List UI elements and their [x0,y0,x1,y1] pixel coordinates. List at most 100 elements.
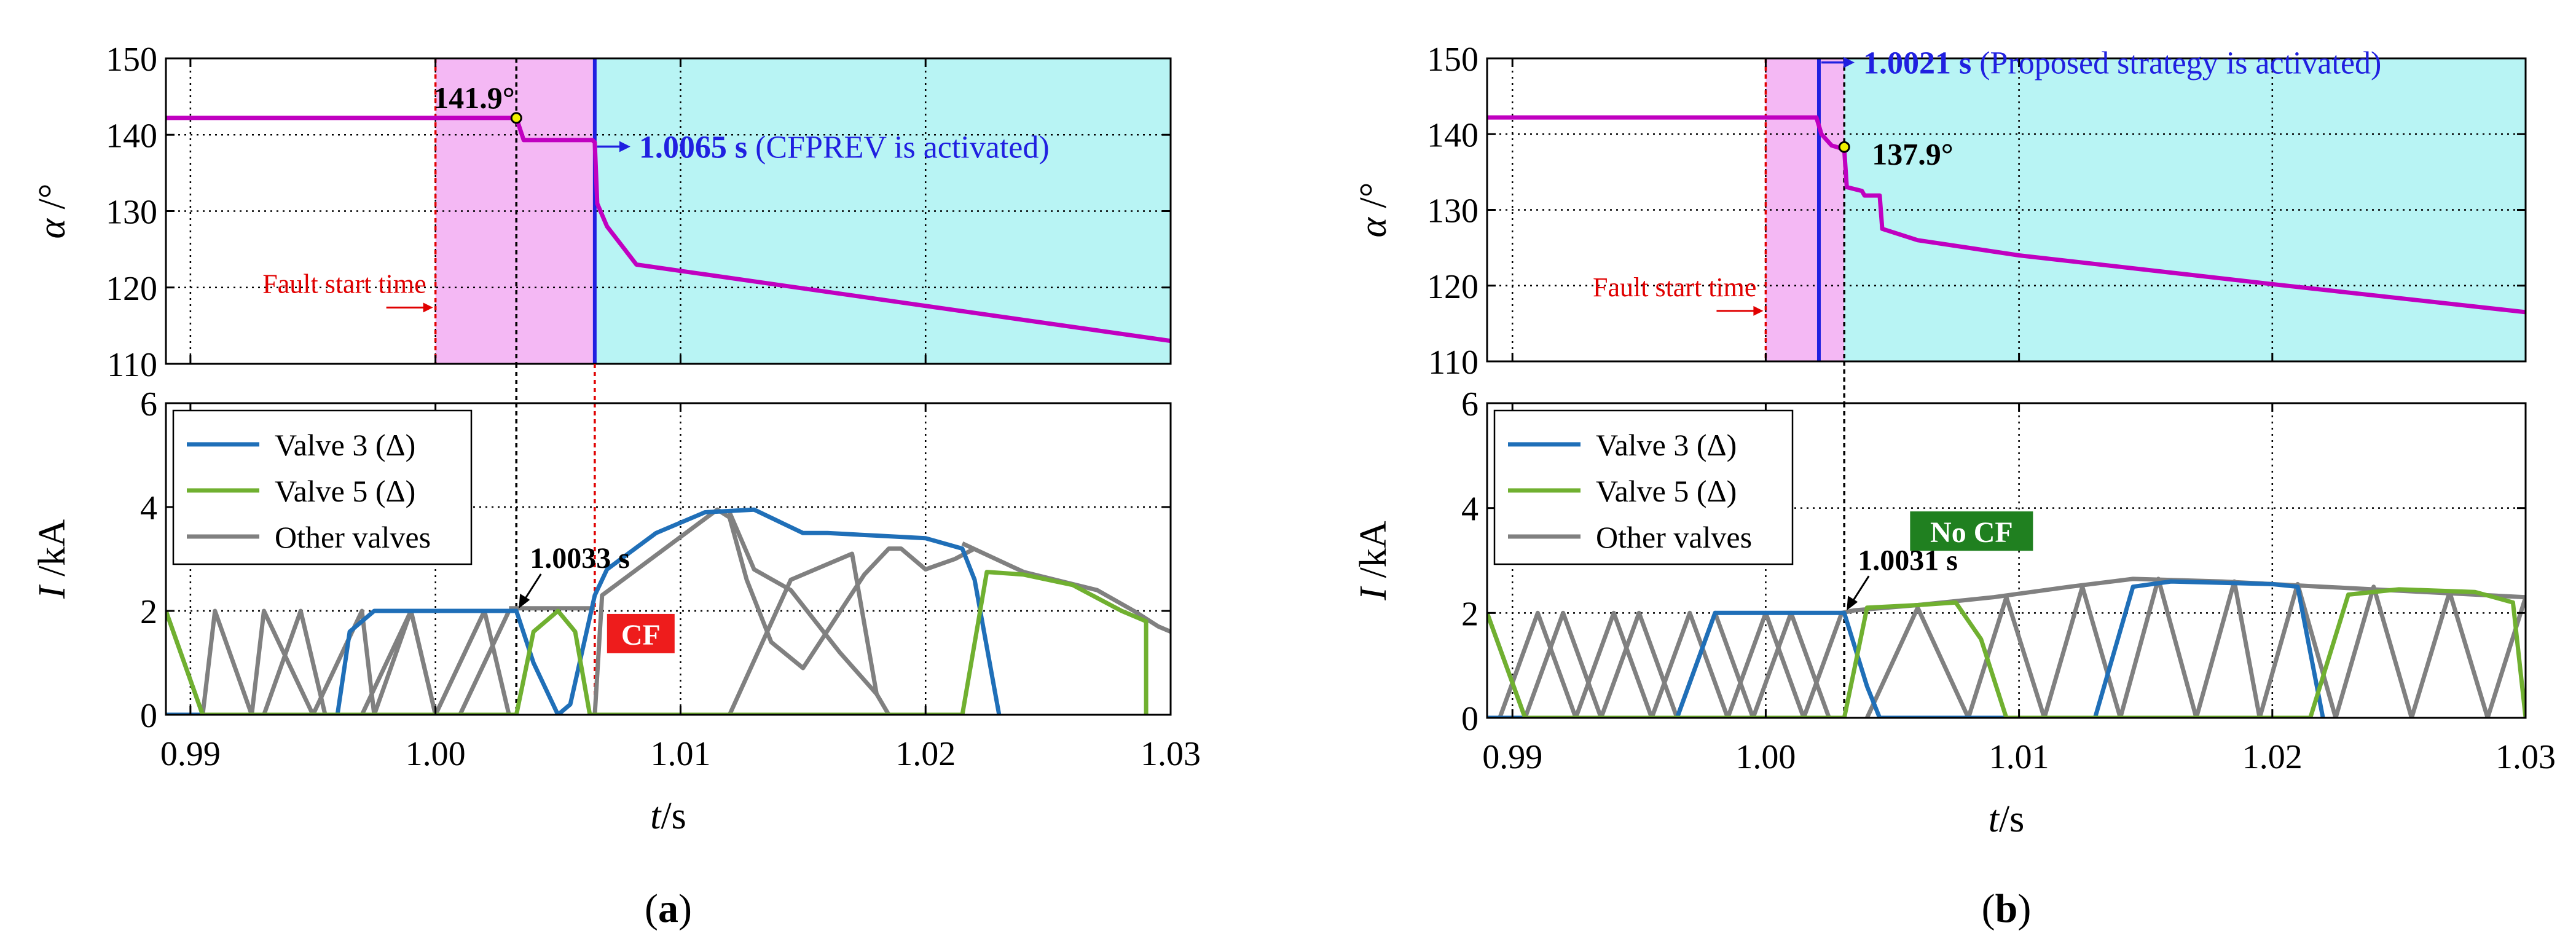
x-tick-label: 1.00 [1735,738,1796,776]
series-line-other-valves [727,511,879,696]
y-axis-label: α /° [31,183,73,238]
y-axis-unit: /kA [31,519,73,586]
subplot-current: 0 2 4 6 I /kA 1.0033 s CF Valve 3 (Δ) Valve 5 (Δ… [31,385,1172,735]
series-line-other-valves [1865,576,2526,718]
x-axis-label: t/s [650,795,686,837]
x-axis-label: t/s [1989,798,2025,840]
series-line-valve-3- [1487,579,2325,718]
panel-label: (a) [645,886,692,931]
fault-arrowhead [1753,305,1764,316]
cf-badge [1910,511,2033,551]
x-axis-symbol: t [650,795,662,837]
y-axis-symbol: α [31,218,73,239]
plot-frame [1486,402,2527,719]
series-line-other-valves [1487,610,1831,718]
data-marker [1838,141,1850,153]
time-label: 1.0033 s [530,542,630,575]
series-line-other-valves [961,541,1171,634]
shaded-region [1844,58,2526,361]
angle-label: 141.9° [433,81,515,115]
legend-entry: Valve 5 (Δ) [275,474,415,508]
activation-label: 1.0065 s (CFPREV is activated) [639,130,1050,165]
time-arrowhead [519,594,530,608]
series-line-other-valves [592,507,976,715]
y-axis-unit: /kA [1353,521,1394,588]
y-tick-label: 120 [106,270,157,308]
series-line-other-valves [178,608,511,715]
legend-entry: Valve 3 (Δ) [1596,428,1737,462]
panel-paren: ( [1982,886,1995,931]
y-tick-label: 150 [106,41,157,79]
data-marker [510,112,522,124]
activation-arrowhead [1843,57,1855,68]
y-axis-symbol: I [31,584,73,599]
legend-entry: Other valves [275,520,431,554]
legend-entry: Other valves [1596,520,1752,554]
panel-label: (b) [1982,886,2032,931]
y-tick-label: 2 [140,593,157,631]
x-axis-unit: /s [661,795,686,837]
series-line-other-valves [728,551,891,715]
panel-paren: ) [2017,886,2031,931]
time-arrowhead [1847,596,1858,611]
series-line-valve-5- [1487,587,2526,718]
y-axis-label: I /kA [31,519,73,599]
x-tick-label: 1.03 [2496,738,2556,776]
panel-letter: a [658,886,678,931]
y-tick-label: 140 [1427,116,1478,154]
legend-entry: Valve 5 (Δ) [1596,474,1737,508]
x-tick-label: 1.01 [650,735,710,773]
y-axis-label: I /kA [1353,521,1394,600]
y-tick-label: 0 [1461,700,1478,738]
y-tick-label: 140 [106,117,157,155]
activation-label: 1.0021 s (Proposed strategy is activated… [1863,46,2381,81]
y-axis-unit: /° [1353,182,1394,218]
cf-badge-label: CF [621,619,661,651]
activation-time: 1.0065 s [639,130,747,165]
y-tick-label: 120 [1427,268,1478,306]
panel-paren: ( [645,886,658,931]
x-tick-label: 1.02 [2242,738,2303,776]
x-axis-symbol: t [1989,798,2000,840]
panel-letter: b [1995,886,2018,931]
legend: Valve 3 (Δ) Valve 5 (Δ) Other valves [172,409,473,565]
y-axis-symbol: I [1353,586,1394,601]
y-tick-label: 6 [1461,385,1478,423]
fault-arrowhead [423,302,433,313]
subplot-alpha: 110 120 130 140 150 α /° Fault start time 1.006… [31,41,1172,384]
series-line-valve-3- [166,507,1002,715]
x-tick-label: 1.02 [895,735,956,773]
shaded-region [1765,58,1819,361]
x-tick-label: 0.99 [1482,738,1542,776]
legend-entry: Valve 3 (Δ) [275,428,415,462]
x-tick-label: 0.99 [160,735,221,773]
angle-label: 137.9° [1872,137,1954,171]
plot-frame [165,402,1172,716]
activation-text: (Proposed strategy is activated) [1971,46,2381,81]
x-tick-label: 1.01 [1989,738,2049,776]
fault-start-label: Fault start time [1593,272,1756,302]
y-tick-label: 4 [1461,490,1478,529]
activation-text: (CFPREV is activated) [747,130,1050,165]
y-tick-label: 130 [1427,192,1478,230]
shaded-region [594,58,1171,364]
y-tick-label: 2 [1461,595,1478,633]
y-axis-unit: /° [31,183,73,219]
x-tick-label: 1.00 [406,735,466,773]
y-tick-label: 0 [140,697,157,735]
fault-start-label: Fault start time [262,269,426,299]
cf-badge-label: No CF [1930,516,2013,549]
legend: Valve 3 (Δ) Valve 5 (Δ) Other valves [1493,409,1794,565]
subplot-alpha: 110 120 130 140 150 α /° Fault start time 1.002… [1353,41,2527,382]
x-tick-label: 1.03 [1141,735,1201,773]
y-tick-label: 6 [140,385,157,423]
y-axis-label: α /° [1353,182,1394,237]
y-tick-label: 4 [140,489,157,527]
activation-time: 1.0021 s [1863,46,1971,81]
series-line-valve-5- [166,570,1149,715]
series-line-alpha [166,116,1171,344]
